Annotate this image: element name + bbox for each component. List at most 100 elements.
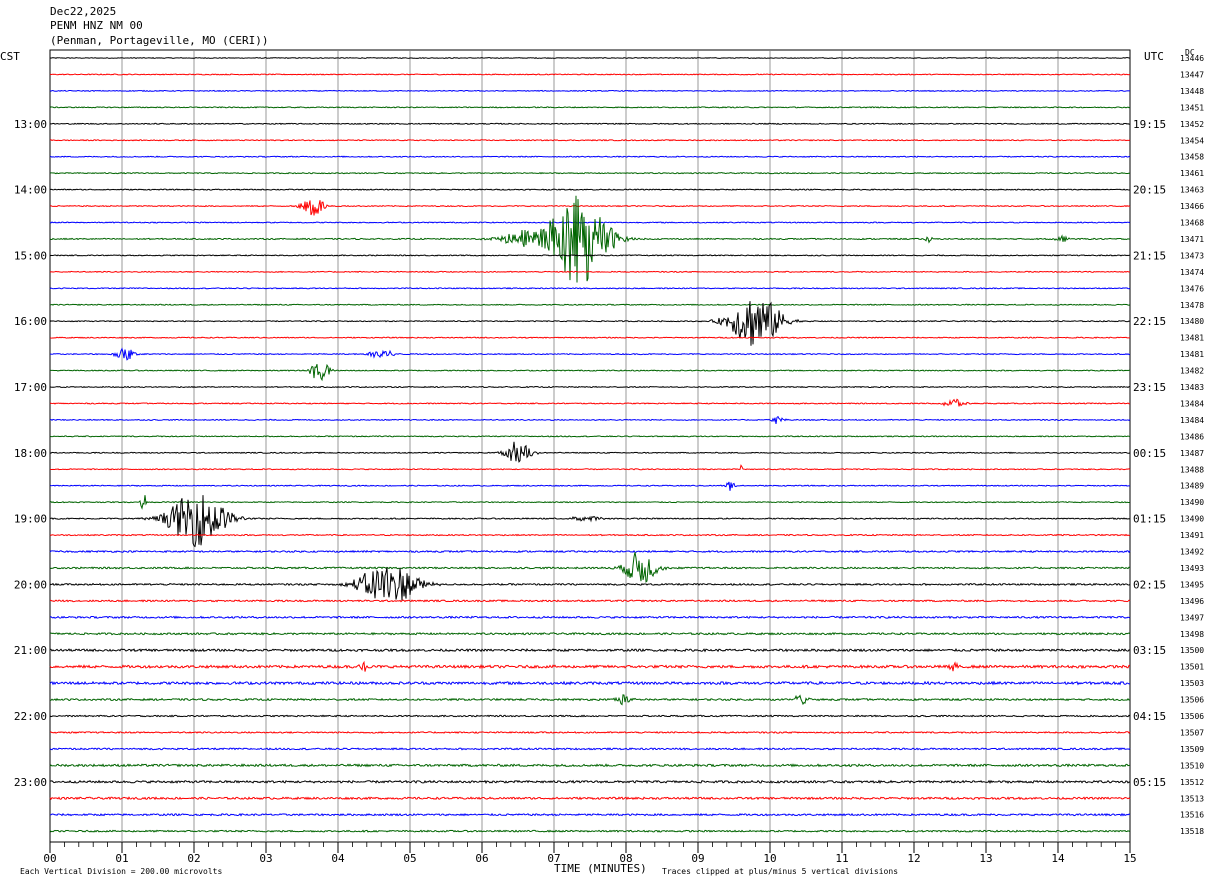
x-axis-title: TIME (MINUTES) [554, 862, 647, 875]
x-tick-label: 09 [691, 852, 704, 865]
seismic-trace [49, 435, 1131, 438]
seismic-trace [49, 363, 1131, 382]
seismic-trace [49, 73, 1131, 76]
seismic-trace [49, 763, 1131, 768]
dc-offset-label: 13490 [1180, 498, 1204, 507]
seismic-trace [49, 57, 1131, 60]
seismic-trace [49, 567, 1131, 601]
dc-offset-label: 13471 [1180, 235, 1204, 244]
left-hour-label: 14:00 [14, 184, 47, 197]
plot-frame [49, 49, 1131, 843]
dc-offset-label: 13516 [1180, 811, 1204, 820]
dc-offset-label: 13466 [1180, 202, 1204, 211]
x-tick-label: 03 [259, 852, 272, 865]
seismic-trace [49, 747, 1131, 751]
seismic-trace [49, 533, 1131, 537]
seismic-trace [49, 415, 1131, 424]
right-hour-label: 03:15 [1133, 644, 1166, 657]
seismic-trace [49, 336, 1131, 339]
seismic-trace [49, 398, 1131, 407]
right-hour-label: 04:15 [1133, 710, 1166, 723]
seismic-trace [49, 347, 1131, 361]
dc-offset-label: 13446 [1180, 54, 1204, 63]
seismic-trace [49, 195, 1131, 283]
station-location: (Penman, Portageville, MO (CERI)) [50, 34, 269, 47]
x-tick-label: 06 [475, 852, 488, 865]
seismic-trace [49, 829, 1131, 833]
seismic-trace [49, 615, 1131, 620]
left-hour-label: 22:00 [14, 710, 47, 723]
left-hour-label: 19:00 [14, 513, 47, 526]
dc-offset-label: 13474 [1180, 268, 1204, 277]
dc-offset-label: 13484 [1180, 399, 1204, 408]
dc-offset-label: 13448 [1180, 87, 1204, 96]
x-tick-label: 15 [1123, 852, 1136, 865]
right-timezone-label: UTC [1144, 50, 1164, 63]
left-hour-label: 16:00 [14, 315, 47, 328]
dc-offset-label: 13509 [1180, 745, 1204, 754]
dc-offset-label: 13482 [1180, 367, 1204, 376]
right-hour-label: 19:15 [1133, 118, 1166, 131]
seismic-trace [49, 648, 1131, 653]
dc-label: DC [1185, 48, 1195, 57]
seismic-trace [49, 495, 1131, 548]
dc-offset-label: 13481 [1180, 350, 1204, 359]
seismic-trace [49, 599, 1131, 603]
dc-offset-label: 13489 [1180, 482, 1204, 491]
dc-offset-label: 13503 [1180, 679, 1204, 688]
dc-offset-label: 13501 [1180, 663, 1204, 672]
x-tick-label: 10 [763, 852, 776, 865]
x-tick-label: 08 [619, 852, 632, 865]
right-hour-label: 21:15 [1133, 249, 1166, 262]
seismic-trace [49, 303, 1131, 306]
dc-offset-label: 13490 [1180, 515, 1204, 524]
left-hour-label: 17:00 [14, 381, 47, 394]
dc-offset-label: 13497 [1180, 613, 1204, 622]
seismic-trace [49, 385, 1131, 389]
seismic-trace [49, 188, 1130, 191]
dc-offset-label: 13458 [1180, 153, 1204, 162]
x-tick-label: 13 [979, 852, 992, 865]
right-hour-label: 20:15 [1133, 184, 1166, 197]
dc-offset-label: 13513 [1180, 794, 1204, 803]
left-hour-label: 13:00 [14, 118, 47, 131]
dc-offset-label: 13506 [1180, 696, 1204, 705]
left-hour-label: 20:00 [14, 578, 47, 591]
dc-offset-label: 13493 [1180, 564, 1204, 573]
right-hour-label: 05:15 [1133, 776, 1166, 789]
dc-offset-label: 13500 [1180, 646, 1204, 655]
dc-offset-label: 13507 [1180, 728, 1204, 737]
seismic-trace [49, 812, 1131, 817]
seismic-trace [49, 552, 1131, 583]
seismic-trace [49, 660, 1131, 672]
dc-offset-label: 13488 [1180, 465, 1204, 474]
seismic-trace [49, 200, 1131, 216]
seismic-trace [49, 481, 1131, 491]
x-tick-label: 05 [403, 852, 416, 865]
seismic-trace [49, 631, 1131, 636]
left-hour-label: 23:00 [14, 776, 47, 789]
dc-offset-label: 13478 [1180, 301, 1204, 310]
dc-offset-label: 13512 [1180, 778, 1204, 787]
x-tick-label: 14 [1051, 852, 1065, 865]
right-hour-label: 02:15 [1133, 578, 1166, 591]
seismic-trace [49, 89, 1131, 92]
x-tick-label: 02 [187, 852, 200, 865]
seismic-trace [49, 254, 1131, 257]
seismic-trace [49, 495, 1131, 510]
plot-date: Dec22,2025 [50, 5, 117, 18]
dc-offset-label: 13461 [1180, 169, 1204, 178]
dc-offset-label: 13506 [1180, 712, 1204, 721]
left-hour-label: 21:00 [14, 644, 47, 657]
vertical-division-note: Each Vertical Division = 200.00 microvol… [20, 867, 223, 876]
seismic-trace [49, 549, 1131, 554]
x-tick-label: 04 [331, 852, 345, 865]
dc-offset-label: 13451 [1180, 103, 1204, 112]
left-timezone-label: CST [0, 50, 20, 63]
seismic-trace [49, 464, 1131, 471]
x-tick-label: 01 [115, 852, 128, 865]
right-hour-label: 23:15 [1133, 381, 1166, 394]
dc-offset-label: 13452 [1180, 120, 1204, 129]
seismic-trace [49, 680, 1131, 686]
